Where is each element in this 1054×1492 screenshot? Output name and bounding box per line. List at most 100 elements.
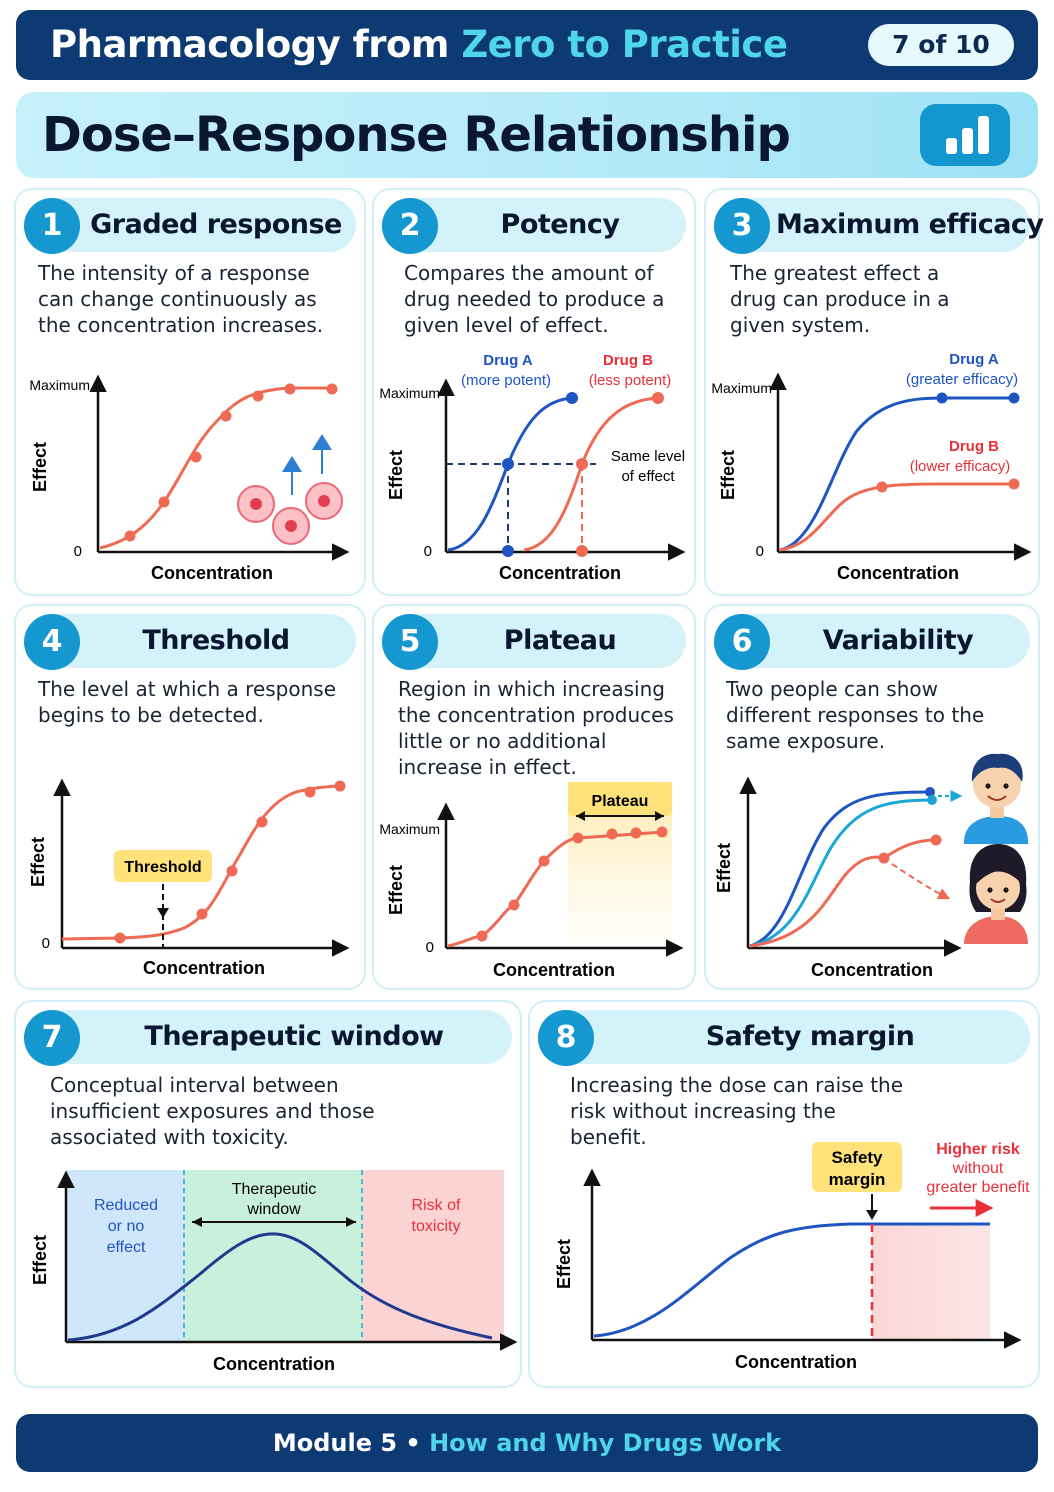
x-axis-label: Concentration: [151, 563, 273, 583]
x-axis-label: Concentration: [499, 563, 621, 583]
safety-margin-label-2: margin: [829, 1170, 886, 1189]
efficacy-plot: Maximum 0 Concentration Effect Drug A (g…: [711, 351, 1032, 583]
card-header: 1 Graded response: [24, 198, 356, 254]
y-axis-label: Effect: [386, 450, 406, 500]
drug-b-label: Drug B: [603, 352, 653, 369]
card-graded-response: 1 Graded response The intensity of a res…: [14, 188, 366, 596]
bar-chart-icon: [920, 104, 1010, 166]
card-header: 8 Safety margin: [538, 1010, 1030, 1066]
card-header: 5 Plateau: [382, 614, 686, 670]
card-header: 2 Potency: [382, 198, 686, 254]
y-zero-label: 0: [424, 543, 432, 560]
card-safety-margin: 8 Safety margin Increasing the dose can …: [528, 1000, 1040, 1388]
y-axis-label: Effect: [554, 1239, 574, 1289]
threshold-plot: 0 Concentration Effect Threshold: [28, 778, 350, 978]
effect-curve: [593, 1222, 990, 1338]
y-axis-label: Effect: [714, 843, 734, 893]
card-number: 6: [714, 614, 770, 670]
module-title: How and Why Drugs Work: [429, 1429, 782, 1457]
x-axis-label: Concentration: [837, 563, 959, 583]
card-threshold: 4 Threshold The level at which a respons…: [14, 604, 366, 990]
y-axis-label: Effect: [28, 837, 48, 887]
card-title: Potency: [500, 209, 620, 240]
card-description: The intensity of a response can change c…: [38, 261, 324, 337]
card-header: 3 Maximum efficacy: [714, 198, 1044, 254]
curve-points: [124, 383, 338, 542]
drug-a-label: Drug A: [949, 351, 999, 368]
zone-high-label-2: toxicity: [412, 1218, 461, 1235]
drug-a-curve: [447, 396, 573, 552]
card-title: Maximum efficacy: [776, 209, 1044, 240]
page-title: Dose–Response Relationship: [42, 107, 791, 163]
card-variability: 6 Variability Two people can show differ…: [704, 604, 1040, 990]
zone-high-label: Risk of: [412, 1197, 461, 1214]
zone-therapeutic: [184, 1170, 362, 1342]
zone-low-label: Reduced: [94, 1197, 158, 1214]
module-label: Module 5 •: [272, 1429, 421, 1457]
threshold-tag: [114, 850, 212, 882]
drug-b-note: (lower efficacy): [910, 458, 1011, 475]
y-axis-label: Effect: [30, 442, 50, 492]
card-maximum-efficacy: 3 Maximum efficacy The greatest effect a…: [704, 188, 1044, 596]
drug-a-curve: [779, 396, 1014, 552]
course-title-accent: Zero to Practice: [461, 23, 788, 66]
title-banner: Dose–Response Relationship: [16, 92, 1038, 178]
zone-toxicity: [362, 1170, 504, 1342]
card-title: Graded response: [90, 209, 342, 240]
x-axis-label: Concentration: [143, 958, 265, 978]
card-header: 4 Threshold: [24, 614, 356, 670]
y-axis-label: Effect: [30, 1235, 50, 1285]
zone-low-label-3: effect: [107, 1239, 146, 1256]
risk-label-3: greater benefit: [926, 1179, 1030, 1196]
footer-banner: Module 5 • How and Why Drugs Work: [16, 1414, 1038, 1472]
girl-face-icon: [964, 844, 1028, 944]
card-title: Variability: [822, 625, 974, 656]
risk-label-2: without: [952, 1160, 1004, 1177]
card-header: 6 Variability: [714, 614, 1030, 670]
x-axis-label: Concentration: [493, 960, 615, 980]
card-title: Plateau: [503, 625, 617, 656]
card-title: Safety margin: [705, 1021, 915, 1052]
zone-reduced-effect: [66, 1170, 184, 1342]
x-axis-label: Concentration: [213, 1354, 335, 1374]
response-curve: [61, 784, 345, 941]
page-indicator: 7 of 10: [868, 24, 1014, 66]
card-number: 8: [538, 1010, 594, 1066]
course-title: Pharmacology from Zero to Practice: [50, 10, 788, 80]
safety-margin-label: Safety: [831, 1148, 883, 1167]
card-description: The level at which a response begins to …: [38, 677, 336, 727]
plateau-label: Plateau: [592, 793, 649, 810]
y-zero-label: 0: [756, 543, 764, 560]
y-max-label: Maximum: [29, 377, 90, 393]
card-header: 7 Therapeutic window: [24, 1010, 512, 1066]
same-level-label-2: of effect: [621, 468, 675, 485]
card-number: 1: [24, 198, 80, 254]
drug-b-note: (less potent): [589, 372, 672, 389]
drug-a-label: Drug A: [483, 352, 533, 369]
y-max-label: Maximum: [379, 821, 440, 837]
card-description: Region in which increasing the concentra…: [398, 677, 674, 779]
top-banner: Pharmacology from Zero to Practice 7 of …: [16, 10, 1038, 80]
effect-curve: [67, 1232, 493, 1342]
graded-response-plot: Maximum 0 Concentration Effect: [29, 374, 350, 583]
x-axis-label: Concentration: [735, 1352, 857, 1372]
drug-b-label: Drug B: [949, 438, 999, 455]
receptor-cells-icon: [237, 434, 343, 545]
y-max-label: Maximum: [379, 385, 440, 401]
safety-margin-tag: [812, 1142, 902, 1192]
card-number: 5: [382, 614, 438, 670]
y-axis-label: Effect: [386, 865, 406, 915]
zone-mid-label-2: window: [246, 1201, 301, 1218]
card-number: 7: [24, 1010, 80, 1066]
boy-face-icon: [964, 753, 1028, 844]
drug-a-note: (greater efficacy): [906, 371, 1018, 388]
same-level-label: Same level: [611, 448, 685, 465]
safety-margin-plot: Concentration Effect Safety margin Highe…: [554, 1141, 1030, 1372]
y-zero-label: 0: [426, 939, 434, 956]
y-zero-label: 0: [74, 543, 82, 560]
card-description: The greatest effect a drug can produce i…: [730, 261, 950, 337]
card-title: Threshold: [142, 625, 290, 656]
card-title: Therapeutic window: [144, 1021, 444, 1052]
x-axis-label: Concentration: [811, 960, 933, 980]
therapeutic-window-plot: Concentration Effect Reduced or no effec…: [30, 1170, 518, 1374]
